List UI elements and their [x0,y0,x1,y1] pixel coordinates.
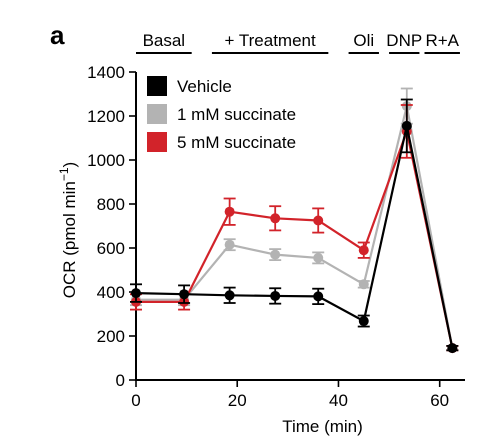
phase-label-3: DNP [386,31,422,50]
series-line [136,127,454,349]
phase-label-0: Basal [143,31,186,50]
data-point [131,288,141,299]
legend-label-0: Vehicle [177,77,232,96]
legend-swatch-0 [147,76,167,96]
y-axis-title-sup: −1 [57,167,71,181]
x-tick-label: 40 [329,391,348,410]
y-tick-label: 1400 [87,63,125,82]
x-tick-label: 0 [131,391,140,410]
legend-swatch-2 [147,132,167,152]
data-point [313,215,324,226]
x-tick-label: 20 [228,391,247,410]
series-line [136,105,454,349]
legend-label-1: 1 mM succinate [177,105,296,124]
data-point [179,289,190,300]
legend-label-2: 5 mM succinate [177,133,296,152]
data-point [447,343,458,354]
data-point [358,279,369,290]
data-point [224,239,235,250]
data-point [313,291,324,302]
y-axis-title: OCR (pmol min−1) [57,162,79,298]
y-axis-title-main: OCR (pmol min [60,181,79,298]
phase-annotations: Basal + Treatment Oli DNP R+A [136,31,460,54]
data-point [224,290,235,301]
y-tick-label: 800 [97,195,125,214]
legend: Vehicle 1 mM succinate 5 mM succinate [147,76,296,152]
panel-letter: a [50,20,65,50]
series-0 [130,98,459,354]
data-point [401,120,412,131]
phase-label-1: + Treatment [225,31,316,50]
y-axis-title-close: ) [60,162,79,168]
series-line [135,125,454,349]
axes: 0 200 400 600 800 1000 1200 1400 0 20 40 60 Time (mi… [57,63,465,436]
y-tick-label: 400 [97,283,125,302]
data-point [270,290,281,301]
phase-label-2: Oli [353,31,374,50]
y-tick-label: 600 [97,239,125,258]
data-point [313,252,324,263]
y-tick-label: 1200 [87,107,125,126]
phase-label-4: R+A [425,31,459,50]
data-point [358,245,369,256]
data-point [224,206,235,217]
data-point [270,249,281,260]
data-point [270,213,281,224]
x-axis-title: Time (min) [282,417,363,436]
y-tick-label: 1000 [87,151,125,170]
x-tick-label: 60 [430,391,449,410]
y-tick-label: 200 [97,327,125,346]
series [130,87,459,354]
data-point [358,316,369,327]
y-tick-label: 0 [116,371,125,390]
legend-swatch-1 [147,104,167,124]
